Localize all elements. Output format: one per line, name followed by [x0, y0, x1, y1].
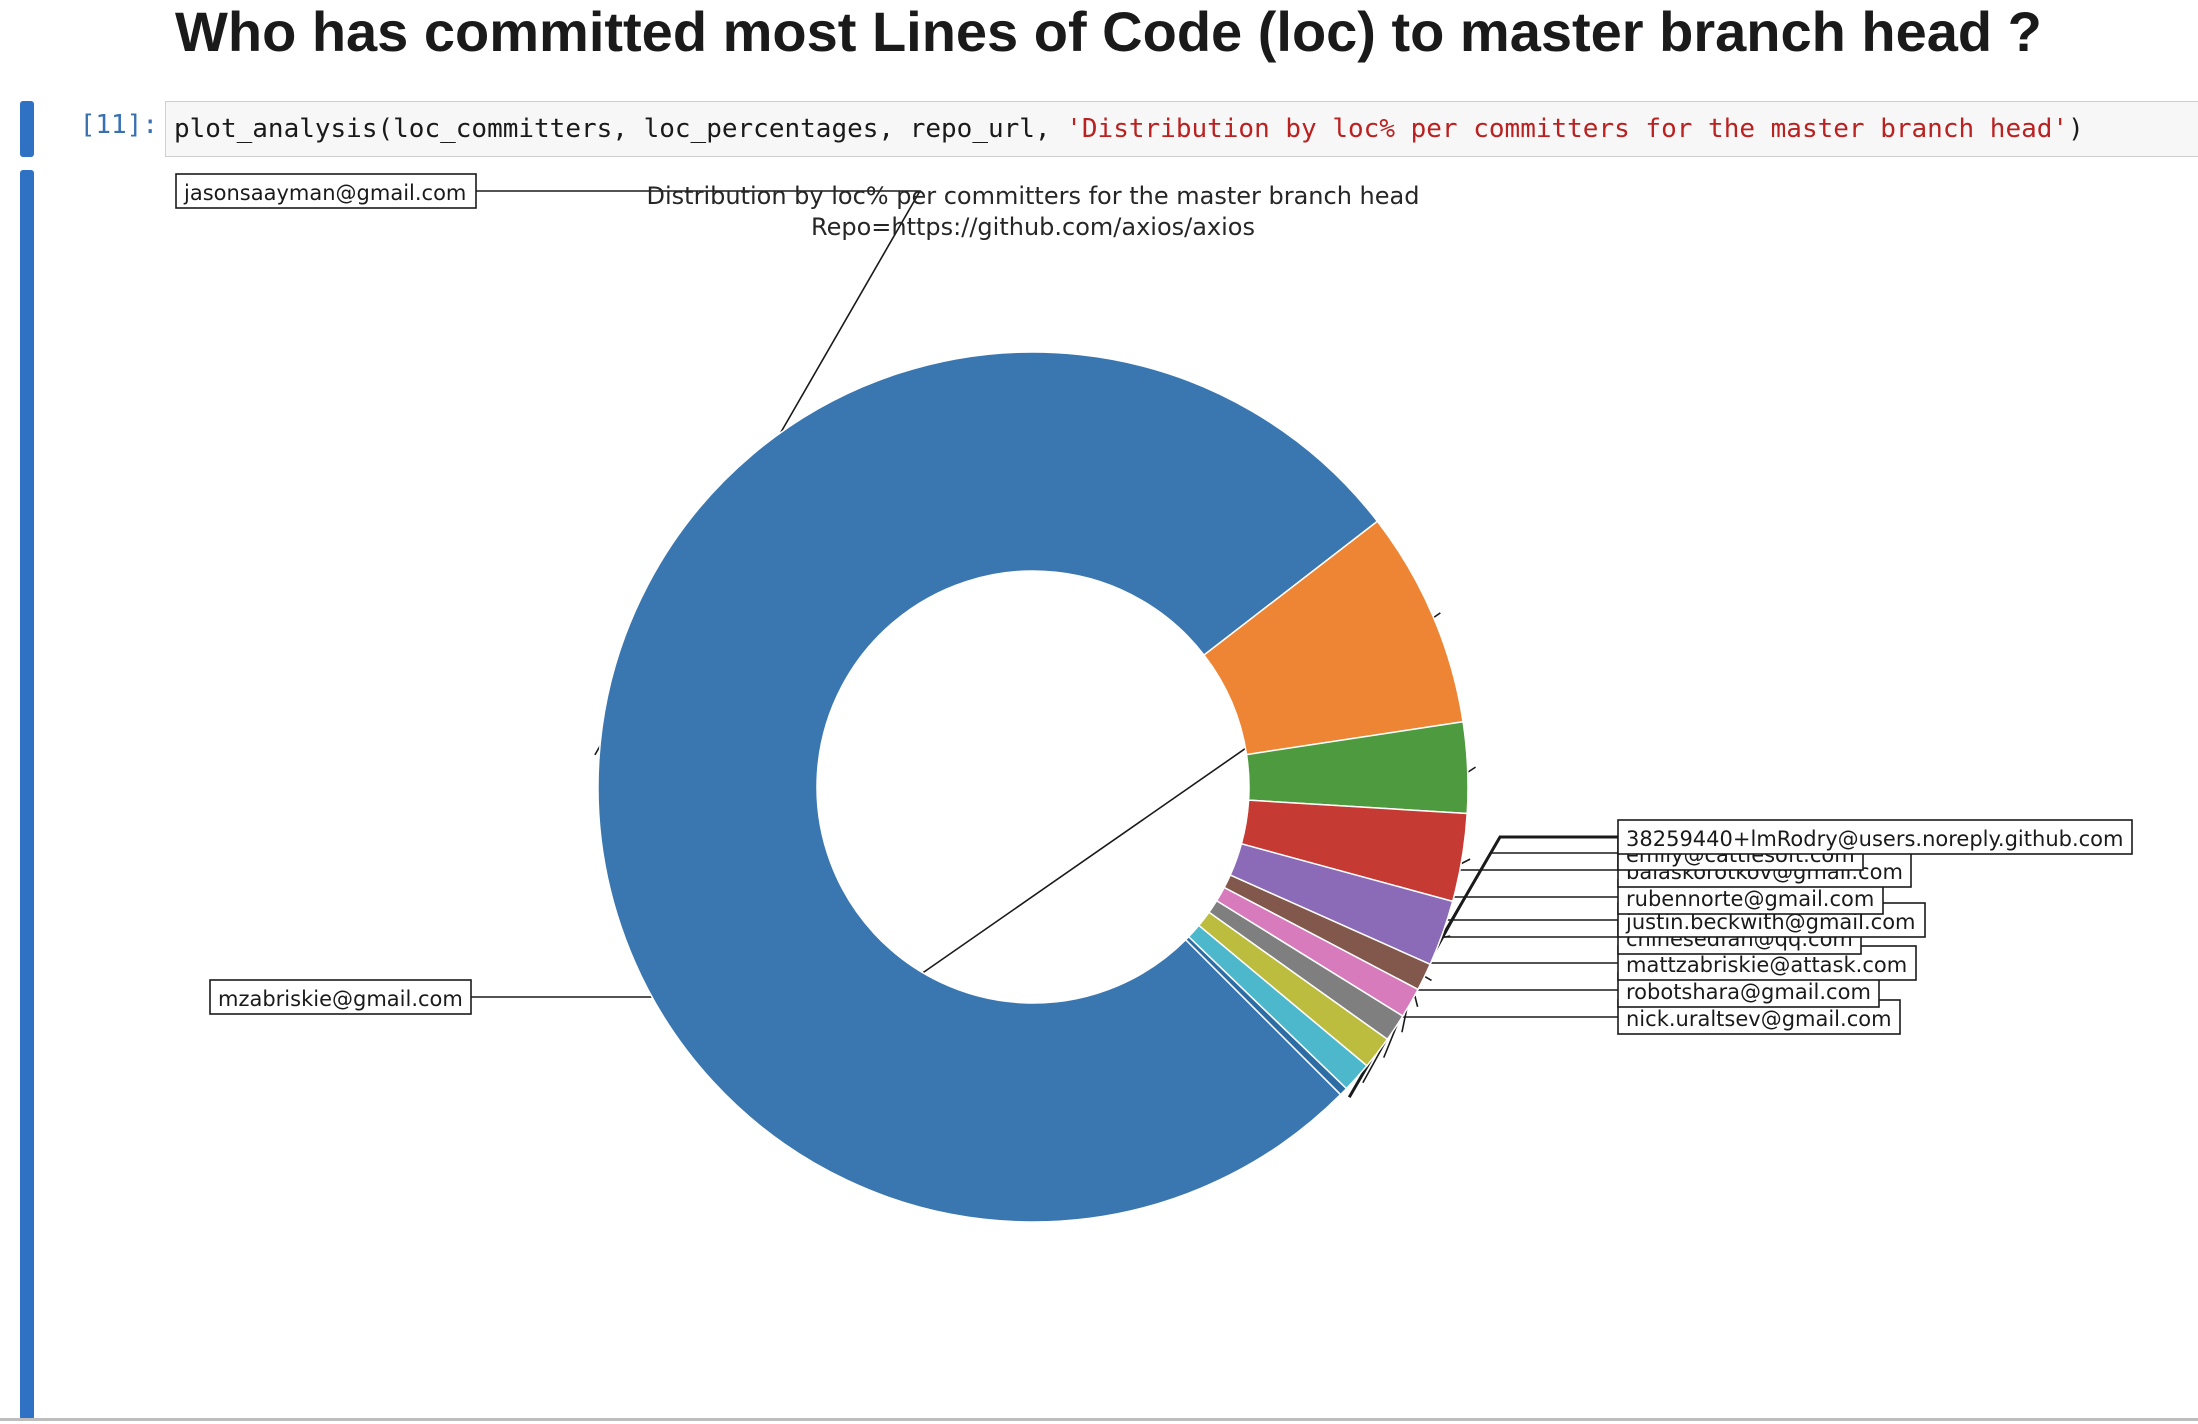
code-call: plot_analysis(loc_committers, loc_percen… [174, 114, 1067, 144]
code-line: plot_analysis(loc_committers, loc_percen… [174, 114, 2084, 144]
cell-bottom-border [0, 1418, 2198, 1421]
slice-label-box-1 [175, 173, 477, 209]
input-cell-marker[interactable] [20, 101, 34, 157]
slice-label-3: nick.uraltsev@gmail.com [1626, 1007, 1892, 1031]
slice-label-box-2 [209, 979, 472, 1015]
code-closing: ) [2068, 114, 2084, 144]
slice-label-1: jasonsaayman@gmail.com [183, 181, 466, 205]
donut-slice-1 [597, 351, 1379, 1223]
slice-label-5: mattzabriskie@attask.com [1626, 953, 1907, 977]
output-area: jasonsaayman@gmail.com mzabriskie@gmail.c… [0, 170, 2198, 1424]
slice-label-box-11 [1617, 819, 2133, 855]
section-heading: Who has committed most Lines of Code (lo… [175, 0, 2042, 63]
output-cell-marker[interactable] [20, 170, 34, 1420]
chart-title: Distribution by loc% per committers for … [647, 182, 1420, 210]
donut-chart: jasonsaayman@gmail.com mzabriskie@gmail.c… [175, 173, 2133, 1223]
slice-label-4: robotshara@gmail.com [1626, 980, 1871, 1004]
donut-slice-11 [1184, 935, 1348, 1096]
slice-label-11: 38259440+lmRodry@users.noreply.github.co… [1626, 827, 2123, 851]
slice-label-8: rubennorte@gmail.com [1626, 887, 1874, 911]
code-input[interactable]: plot_analysis(loc_committers, loc_percen… [165, 101, 2198, 157]
input-prompt: [11]: [79, 110, 158, 140]
chart-subtitle: Repo=https://github.com/axios/axios [811, 213, 1255, 241]
code-string-literal: 'Distribution by loc% per committers for… [1066, 114, 2069, 144]
slice-label-2: mzabriskie@gmail.com [218, 987, 463, 1011]
